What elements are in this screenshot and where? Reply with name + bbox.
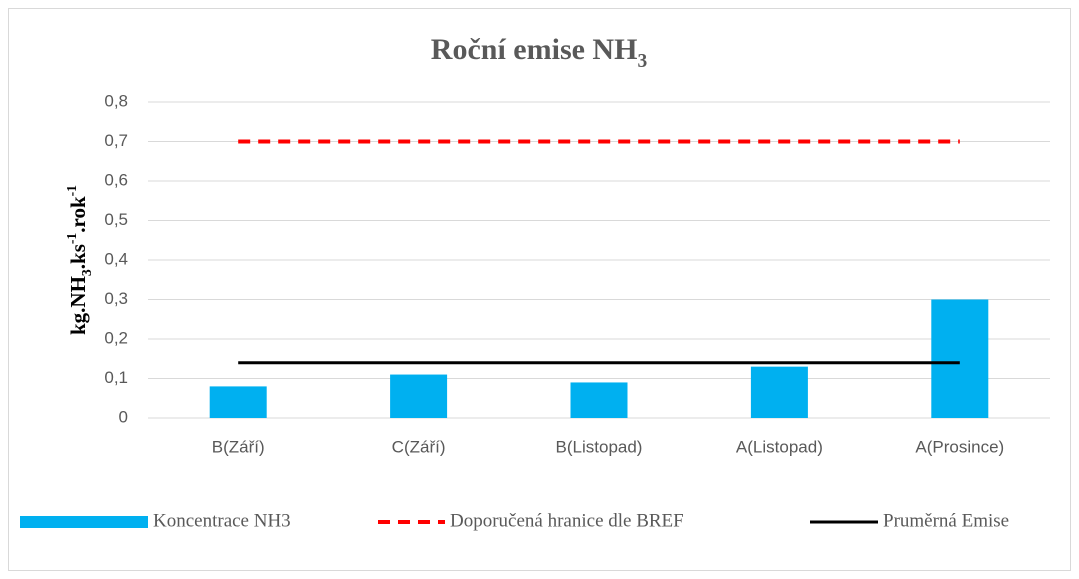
chart-title: Roční emise NH3 <box>431 33 648 72</box>
legend-swatch <box>20 516 148 528</box>
text-part: kg.NH <box>66 276 90 335</box>
legend-label: Pruměrná Emise <box>883 510 1009 531</box>
text-part: 3 <box>637 51 647 72</box>
x-tick-label: B(Listopad) <box>556 437 643 456</box>
y-tick-label: 0,7 <box>104 131 128 150</box>
legend-label: Doporučená hranice dle BREF <box>450 510 684 531</box>
x-tick-label: A(Prosince) <box>915 437 1004 456</box>
legend-label: Koncentrace NH3 <box>153 510 291 531</box>
y-tick-label: 0,1 <box>104 368 128 387</box>
x-tick-label: C(Září) <box>392 437 446 456</box>
bar <box>750 366 808 418</box>
text-part: Roční emise NH <box>431 33 638 66</box>
bar <box>931 299 989 418</box>
bar <box>209 386 267 418</box>
bar <box>390 374 448 418</box>
text-part: 3 <box>79 269 94 276</box>
chart-border <box>8 8 1071 571</box>
x-tick-label: A(Listopad) <box>736 437 823 456</box>
bar <box>570 382 628 418</box>
y-tick-label: 0,4 <box>104 249 128 268</box>
text-part: .rok <box>66 196 90 233</box>
x-tick-label: B(Září) <box>212 437 265 456</box>
text-part: -1 <box>64 185 79 197</box>
y-tick-label: 0 <box>119 407 128 426</box>
y-tick-label: 0,8 <box>104 91 128 110</box>
y-tick-label: 0,3 <box>104 289 128 308</box>
y-tick-label: 0,5 <box>104 210 128 229</box>
y-tick-label: 0,2 <box>104 328 128 347</box>
y-tick-label: 0,6 <box>104 170 128 189</box>
y-axis-label: kg.NH3.ks-1.rok-1 <box>64 185 94 335</box>
text-part: -1 <box>64 233 79 245</box>
text-part: .ks <box>66 244 90 269</box>
